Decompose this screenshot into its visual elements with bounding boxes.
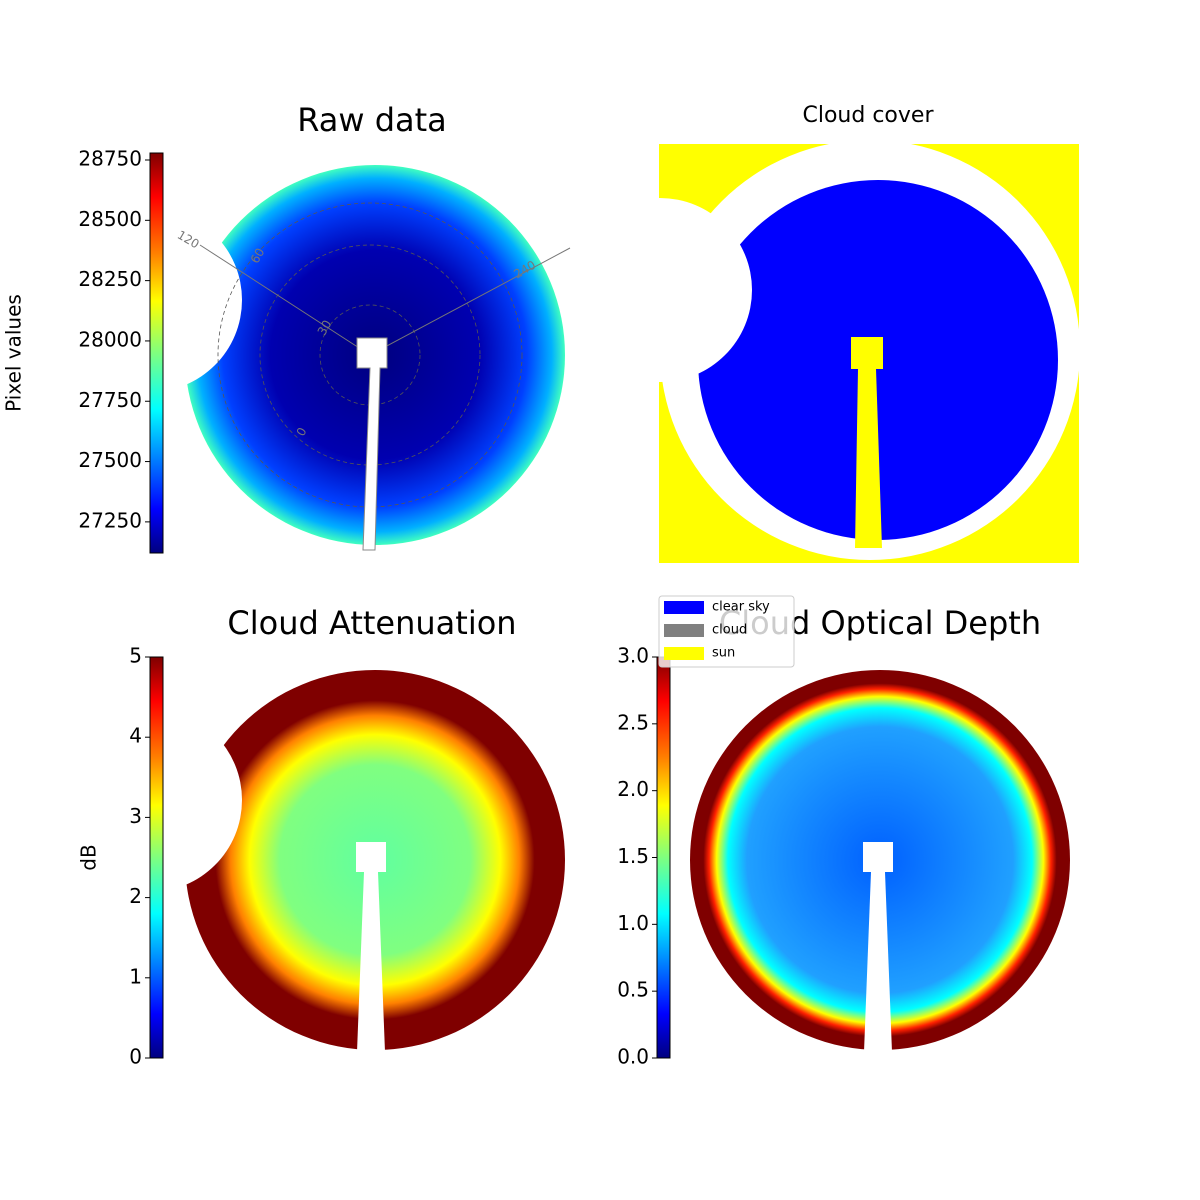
- colorbar-tick-label: 28250: [78, 267, 142, 291]
- legend-label: cloud: [712, 623, 747, 638]
- panel-title: Raw data: [297, 101, 447, 139]
- colorbar-tick-label: 27500: [78, 448, 142, 472]
- colorbar-tick-label: 1.5: [617, 844, 649, 868]
- colorbar-tick-label: 3.0: [617, 644, 649, 668]
- colorbar-tick-label: 27250: [78, 508, 142, 532]
- colorbar-label: Pixel values: [2, 294, 26, 412]
- polar-label: 30: [315, 318, 335, 338]
- colorbar-tick-label: 2.0: [617, 777, 649, 801]
- colorbar: [149, 656, 164, 1059]
- colorbar-tick-label: 27750: [78, 388, 142, 412]
- colorbar-tick-label: 2.5: [617, 710, 649, 734]
- colorbar: [656, 656, 671, 1059]
- colorbar-tick-label: 0: [129, 1045, 142, 1069]
- colorbar-tick-label: 2: [129, 884, 142, 908]
- colorbar-tick-label: 28500: [78, 207, 142, 231]
- legend-swatch: [664, 624, 704, 637]
- colorbar-label: dB: [77, 844, 101, 870]
- colorbar-tick-label: 28000: [78, 327, 142, 351]
- legend-label: clear sky: [712, 600, 770, 615]
- colorbar-tick-label: 0.5: [617, 978, 649, 1002]
- colorbar-tick-label: 1: [129, 964, 142, 988]
- colorbar: [149, 152, 164, 554]
- panel-title: Cloud Attenuation: [227, 604, 516, 642]
- legend-swatch: [664, 647, 704, 660]
- colorbar-tick-label: 3: [129, 804, 142, 828]
- optical-depth-image: [690, 670, 1070, 1052]
- colorbar-tick-label: 28750: [78, 146, 142, 170]
- colorbar-tick-label: 5: [129, 644, 142, 668]
- colorbar-tick-label: 4: [129, 724, 142, 748]
- legend-swatch: [664, 601, 704, 614]
- colorbar-tick-label: 0.0: [617, 1045, 649, 1069]
- polar-label: 60: [248, 246, 268, 266]
- legend-label: sun: [712, 646, 735, 661]
- panel-title: Cloud cover: [803, 103, 935, 128]
- colorbar-tick-label: 1.0: [617, 911, 649, 935]
- attenuation-image: [58, 670, 565, 1052]
- cloud-cover-image: [568, 140, 1080, 563]
